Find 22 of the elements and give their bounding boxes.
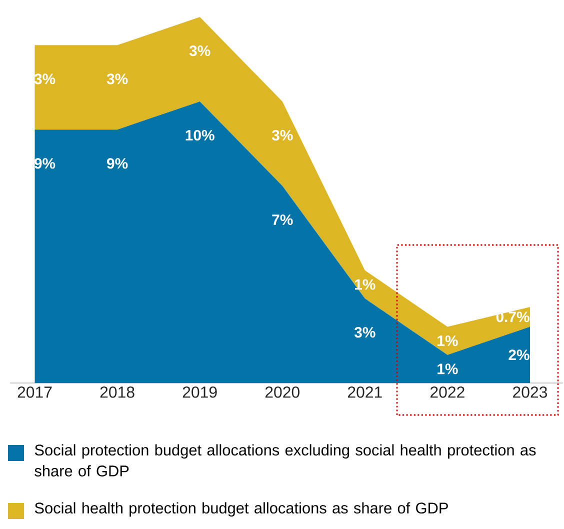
data-label: 1% bbox=[355, 279, 376, 290]
x-tick-label: 2021 bbox=[348, 386, 382, 398]
data-label: 7% bbox=[272, 214, 293, 225]
data-label: 3% bbox=[354, 327, 376, 338]
legend-label: Social health protection budget allocations as share of GDP bbox=[34, 502, 448, 517]
data-label: 9% bbox=[34, 158, 56, 169]
x-tick-label: 2022 bbox=[430, 386, 464, 398]
x-tick-label: 2020 bbox=[265, 386, 300, 398]
data-label: 1% bbox=[438, 364, 458, 374]
x-tick-label: 2017 bbox=[18, 386, 52, 398]
data-label: 9% bbox=[107, 158, 128, 169]
legend-label: Social protection budget allocations excluding social health protection as share of GDP bbox=[34, 444, 536, 476]
data-label: 1% bbox=[438, 336, 458, 346]
x-tick-label: 2019 bbox=[182, 386, 217, 398]
data-label: 10% bbox=[186, 130, 214, 141]
data-label: 3% bbox=[272, 130, 293, 141]
x-tick-label: 2023 bbox=[513, 386, 547, 398]
data-label: 2% bbox=[508, 350, 530, 360]
x-tick-label: 2018 bbox=[100, 386, 134, 398]
data-label: 3% bbox=[189, 45, 210, 56]
data-label: 3% bbox=[34, 74, 56, 84]
data-label: 3% bbox=[106, 74, 128, 84]
